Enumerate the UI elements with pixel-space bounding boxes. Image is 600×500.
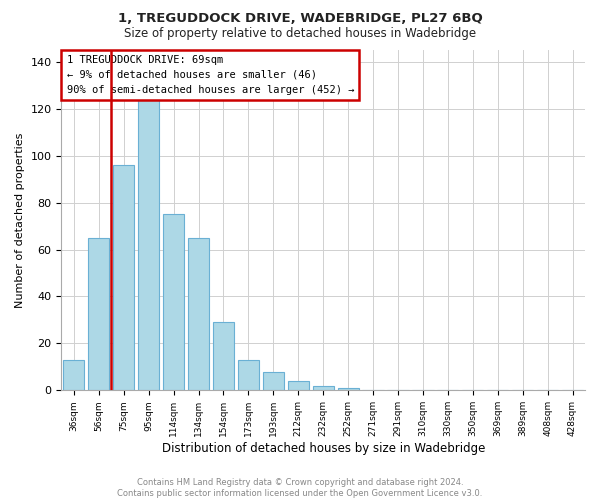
Text: Size of property relative to detached houses in Wadebridge: Size of property relative to detached ho… bbox=[124, 28, 476, 40]
Bar bbox=[138, 90, 159, 390]
Bar bbox=[263, 372, 284, 390]
Bar bbox=[238, 360, 259, 390]
X-axis label: Distribution of detached houses by size in Wadebridge: Distribution of detached houses by size … bbox=[161, 442, 485, 455]
Bar bbox=[113, 165, 134, 390]
Bar bbox=[338, 388, 359, 390]
Bar bbox=[313, 386, 334, 390]
Bar bbox=[213, 322, 234, 390]
Y-axis label: Number of detached properties: Number of detached properties bbox=[15, 132, 25, 308]
Bar bbox=[188, 238, 209, 390]
Text: 1 TREGUDDOCK DRIVE: 69sqm
← 9% of detached houses are smaller (46)
90% of semi-d: 1 TREGUDDOCK DRIVE: 69sqm ← 9% of detach… bbox=[67, 55, 354, 94]
Text: 1, TREGUDDOCK DRIVE, WADEBRIDGE, PL27 6BQ: 1, TREGUDDOCK DRIVE, WADEBRIDGE, PL27 6B… bbox=[118, 12, 482, 26]
Text: Contains HM Land Registry data © Crown copyright and database right 2024.
Contai: Contains HM Land Registry data © Crown c… bbox=[118, 478, 482, 498]
Bar bbox=[88, 238, 109, 390]
Bar bbox=[287, 381, 309, 390]
Bar bbox=[63, 360, 85, 390]
Bar bbox=[163, 214, 184, 390]
